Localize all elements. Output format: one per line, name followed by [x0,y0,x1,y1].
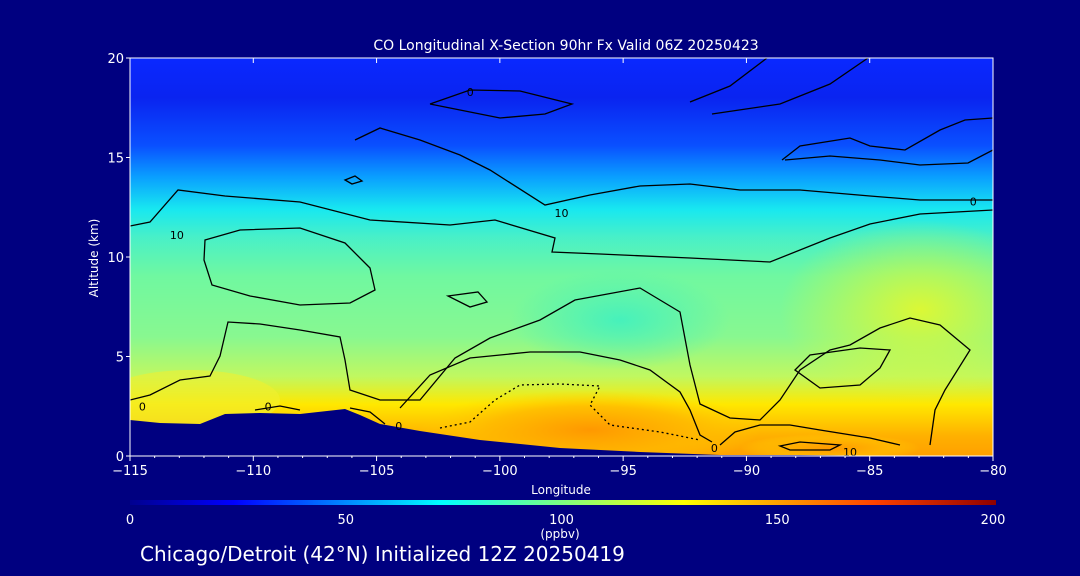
x-axis: −115 −110 −105 −100 −95 −90 −85 −80 [112,58,1007,479]
colorbar-ticks: 0 50 100 150 200 [126,513,1006,528]
initialization-caption: Chicago/Detroit (42°N) Initialized 12Z 2… [140,542,625,566]
colorbar-tick-label: 100 [549,513,574,528]
co-field-midlevel-blob [510,270,730,370]
x-tick-label: −115 [112,464,148,479]
contour-label: 0 [139,400,146,413]
contour-line [343,175,364,185]
contour-line [793,347,892,389]
y-tick-label: 20 [107,52,124,67]
y-tick-label: 0 [116,450,124,465]
terrain [130,409,993,456]
contour-line [711,58,869,115]
contour-line [777,441,843,451]
y-tick-label: 10 [107,251,124,266]
x-tick-label: −100 [482,464,518,479]
co-contours [130,58,993,451]
colorbar: 0 50 100 150 200 (ppbv) [126,500,1006,541]
colorbar-tick-label: 0 [126,513,134,528]
contour-label: 0 [265,400,272,413]
x-tick-label: −85 [856,464,883,479]
x-tick-label: −110 [235,464,271,479]
y-tick-label: 5 [116,351,124,366]
contour-label: 0 [711,442,718,455]
co-field [130,58,993,456]
colorbar-tick-label: 150 [765,513,790,528]
co-field-surface-hot-east [740,434,920,456]
contour-line [399,351,713,443]
y-axis: 0 5 10 15 20 [107,52,130,465]
contour-line [719,424,901,446]
contour-line [445,291,489,308]
contour-line [349,407,386,425]
co-field-surface-hot [420,390,760,456]
contour-line [254,405,301,411]
contour-line [429,89,575,119]
chart-title: CO Longitudinal X-Section 90hr Fx Valid … [373,38,758,54]
contour-line [784,149,993,166]
contour-line [354,127,993,206]
x-tick-label: −95 [609,464,636,479]
contour-line [203,227,376,306]
x-tick-label: −105 [359,464,395,479]
colorbar-tick-label: 50 [337,513,354,528]
co-field-east-high [780,220,993,400]
contour-line [130,189,993,263]
colorbar-unit-label: (ppbv) [540,527,579,541]
colorbar-tick-label: 200 [981,513,1006,528]
contour-line [130,287,971,446]
x-tick-label: −90 [733,464,760,479]
contour-label: 0 [395,420,402,433]
x-axis-label: Longitude [531,483,591,497]
contour-label: 10 [170,229,184,242]
contour-label: 10 [555,207,569,220]
contour-line [781,117,993,161]
y-axis-label: Altitude (km) [87,219,101,298]
contour-label: 0 [970,195,977,208]
contour-line [689,58,768,103]
x-tick-label: −80 [979,464,1006,479]
contour-label: 0 [467,86,474,99]
y-tick-label: 15 [107,152,124,167]
colorbar-gradient [130,500,996,505]
